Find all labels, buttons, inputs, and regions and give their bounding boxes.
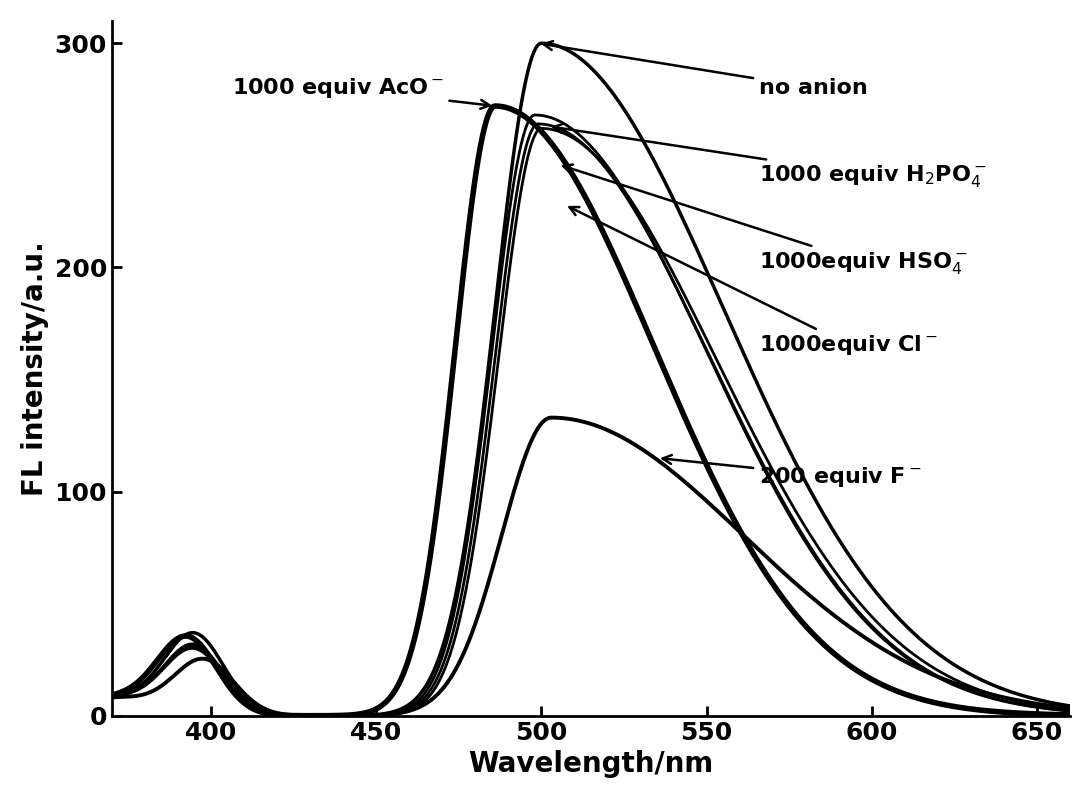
Text: 1000equiv Cl$^-$: 1000equiv Cl$^-$ [570, 207, 938, 357]
Text: 1000equiv HSO$_4^-$: 1000equiv HSO$_4^-$ [563, 165, 968, 276]
Text: no anion: no anion [543, 42, 867, 97]
Y-axis label: FL intensity/a.u.: FL intensity/a.u. [21, 241, 49, 495]
X-axis label: Wavelength/nm: Wavelength/nm [468, 750, 714, 778]
Text: 1000 equiv AcO$^-$: 1000 equiv AcO$^-$ [231, 76, 490, 109]
Text: 200 equiv F$^-$: 200 equiv F$^-$ [662, 455, 922, 489]
Text: 1000 equiv H$_2$PO$_4^-$: 1000 equiv H$_2$PO$_4^-$ [553, 124, 986, 189]
